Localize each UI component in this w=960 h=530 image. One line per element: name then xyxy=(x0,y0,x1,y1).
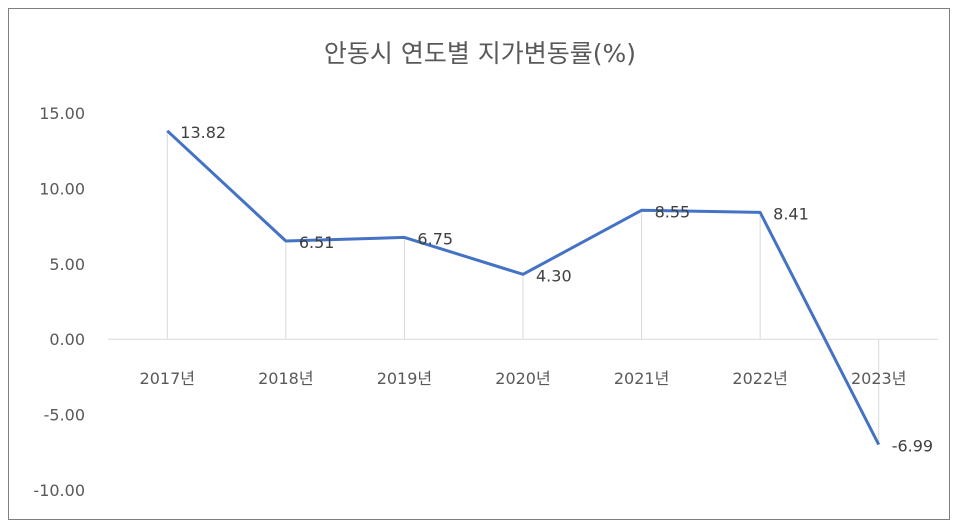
x-tick-label: 2021년 xyxy=(614,369,669,388)
x-tick-label: 2023년 xyxy=(851,369,906,388)
data-label: 8.55 xyxy=(655,202,691,221)
y-tick-label: 10.00 xyxy=(39,179,85,198)
x-tick-label: 2020년 xyxy=(495,369,550,388)
data-label: -6.99 xyxy=(892,437,933,456)
data-label: 8.41 xyxy=(773,204,809,223)
x-tick-label: 2022년 xyxy=(732,369,787,388)
x-axis-tick-labels: 2017년 2018년 2019년 2020년 2021년 2022년 2023년 xyxy=(140,369,907,388)
data-label: 6.51 xyxy=(299,233,335,252)
y-tick-label: 0.00 xyxy=(49,330,85,349)
y-tick-label: 5.00 xyxy=(49,255,85,274)
data-label: 6.75 xyxy=(417,229,453,248)
y-tick-label: 15.00 xyxy=(39,104,85,123)
data-labels: 13.82 6.51 6.75 4.30 8.55 8.41 -6.99 xyxy=(180,123,933,456)
x-tick-label: 2017년 xyxy=(140,369,195,388)
x-tick-label: 2018년 xyxy=(258,369,313,388)
y-axis-tick-labels: 15.00 10.00 5.00 0.00 -5.00 -10.00 xyxy=(33,104,85,500)
chart-title: 안동시 연도별 지가변동률(%) xyxy=(324,39,636,68)
drop-lines xyxy=(166,130,880,445)
y-tick-label: -10.00 xyxy=(33,481,85,500)
series-line xyxy=(166,129,881,446)
x-tick-label: 2019년 xyxy=(377,369,432,388)
data-label: 4.30 xyxy=(536,266,572,285)
chart-frame xyxy=(8,8,950,520)
y-tick-label: -5.00 xyxy=(44,406,85,425)
data-label: 13.82 xyxy=(180,123,226,142)
